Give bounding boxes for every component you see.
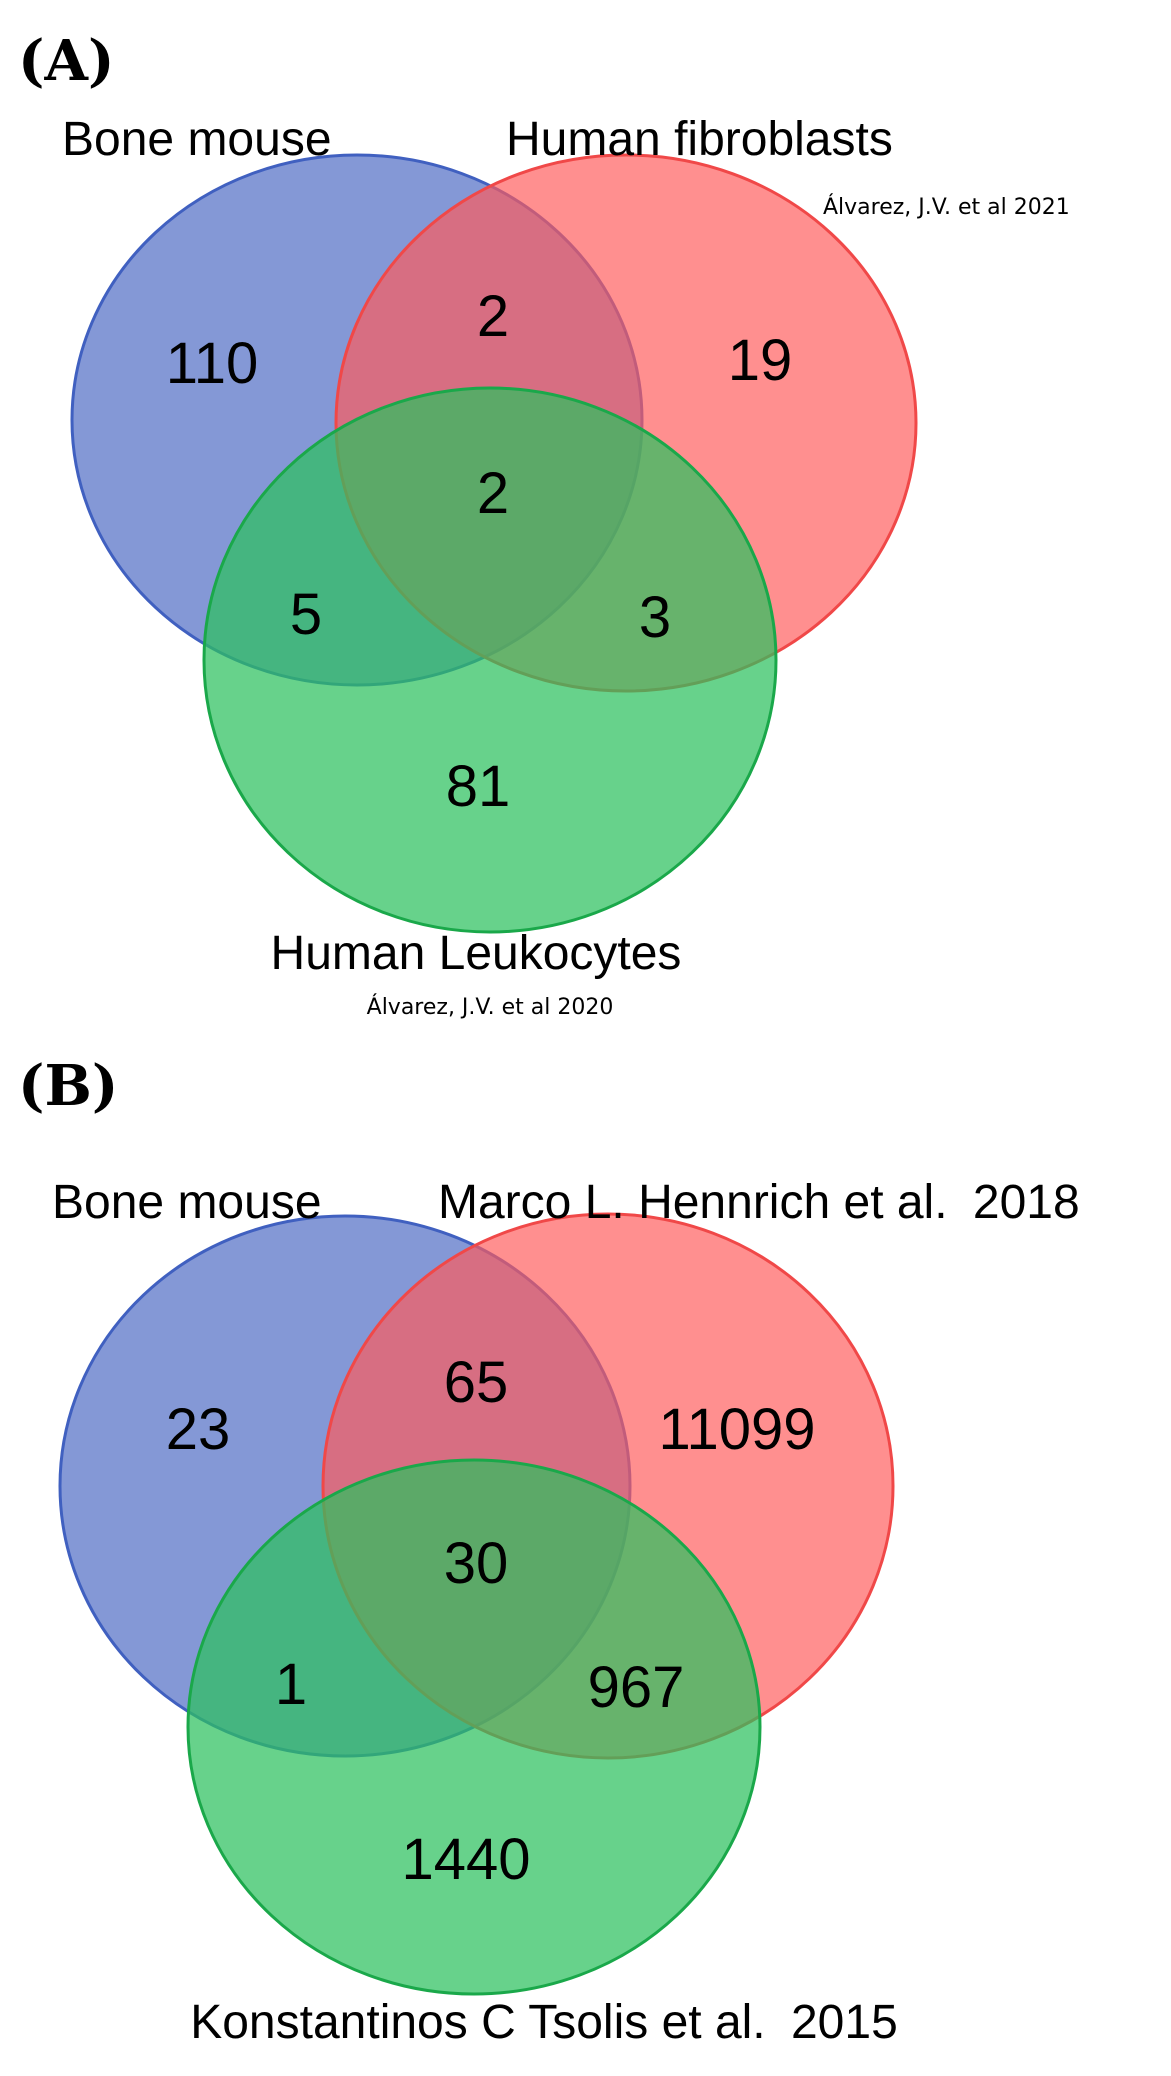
count-all-three: 2	[477, 461, 509, 526]
venn-diagram-b: (B) Bone mouse Marco L. Hennrich et al. …	[18, 1053, 1080, 2049]
set-circle-tsolis	[186, 1458, 762, 1996]
svg-text:Konstantinos C Tsolis et al.: Konstantinos C Tsolis et al. 2015	[190, 1996, 898, 2049]
panel-label-a: (A)	[18, 28, 114, 94]
set-label-bone-mouse: Bone mouse	[62, 113, 332, 166]
count-bone-tsolis: 1	[275, 1652, 307, 1717]
count-bone-mouse-only: 110	[166, 331, 258, 396]
set-label-human-leukocytes: Human Leukocytes	[271, 927, 682, 980]
count-bone-leukocytes: 5	[290, 582, 322, 647]
citation-human-leukocytes: Álvarez, J.V. et al 2020	[367, 994, 614, 1020]
count-bone-mouse-only: 23	[166, 1397, 231, 1462]
panel-label-b: (B)	[18, 1053, 118, 1119]
count-all-three: 30	[444, 1531, 509, 1596]
set-label-bone-mouse: Bone mouse	[52, 1176, 322, 1229]
count-hennrich-tsolis: 967	[588, 1655, 685, 1720]
set-year-hennrich: 2018	[973, 1176, 1080, 1229]
venn-diagram-a: (A) Bone mouse Human fibroblasts Álvarez…	[18, 28, 1070, 1020]
set-label-tsolis: Konstantinos C Tsolis et al.	[190, 1996, 765, 2049]
count-bone-fibroblasts: 2	[477, 284, 509, 349]
set-year-tsolis: 2015	[791, 1996, 898, 2049]
set-label-hennrich: Marco L. Hennrich et al.	[438, 1176, 948, 1229]
count-fibroblasts-only: 19	[728, 328, 793, 393]
count-leukocytes-only: 81	[446, 754, 511, 819]
venn-panel-a: (A) Bone mouse Human fibroblasts Álvarez…	[0, 0, 1171, 1020]
set-circle-human-leukocytes	[202, 386, 778, 934]
count-tsolis-only: 1440	[401, 1827, 530, 1892]
svg-text:Marco L. Hennrich et al.: Marco L. Hennrich et al. 2018	[438, 1176, 1080, 1229]
count-hennrich-only: 11099	[659, 1397, 816, 1462]
citation-human-fibroblasts: Álvarez, J.V. et al 2021	[823, 194, 1070, 220]
set-label-human-fibroblasts: Human fibroblasts	[506, 113, 893, 166]
count-fibroblasts-leukocytes: 3	[639, 585, 671, 650]
count-bone-hennrich: 65	[444, 1350, 509, 1415]
venn-panel-b: (B) Bone mouse Marco L. Hennrich et al. …	[0, 1020, 1171, 2076]
